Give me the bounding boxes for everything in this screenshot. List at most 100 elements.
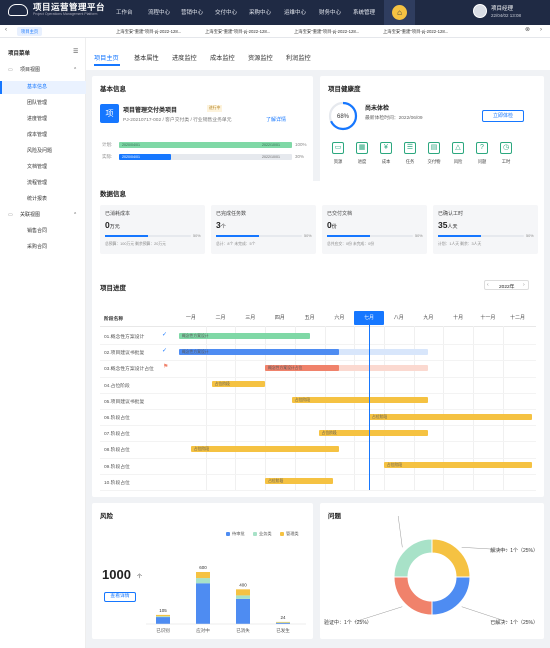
collapse-menu-icon[interactable]: ☰ (73, 49, 79, 55)
close-circle-icon[interactable]: ⊗ (525, 27, 531, 33)
donut-slice[interactable] (431, 576, 471, 616)
page-tab-project[interactable]: 上海宝安"重建"项目-pj-2022-128... (116, 29, 182, 34)
risk-bar-segment[interactable] (276, 621, 290, 623)
month-header[interactable]: 二月 (215, 315, 226, 321)
learn-more-link[interactable]: 了解详情 (266, 117, 287, 123)
month-header[interactable]: 八月 (393, 315, 404, 321)
check-now-button[interactable]: 立即体检 (482, 110, 524, 122)
sidebar-item-cost[interactable]: 成本管理 (0, 129, 86, 142)
cost-icon[interactable]: ¥ (380, 142, 392, 154)
chevron-left-icon[interactable]: ‹ (5, 27, 7, 33)
home-icon[interactable]: ⌂ (392, 5, 407, 20)
risk-bar-segment[interactable] (196, 578, 210, 584)
tab-basic-attributes[interactable]: 基本属性 (134, 55, 159, 62)
nav-item-operations[interactable]: 运维中心 (284, 10, 307, 16)
page-tab-project[interactable]: 上海宝安"重建"项目-pj-2022-128... (383, 29, 449, 34)
nav-item-marketing[interactable]: 营销中心 (181, 10, 204, 16)
sidebar-group-related-view[interactable]: ▭ 关联视图 ⌃ (0, 209, 86, 222)
donut-slice[interactable] (393, 576, 433, 616)
nav-item-system[interactable]: 系统管理 (353, 10, 376, 16)
risk-category-label: 已识别 (156, 627, 170, 634)
gantt-bar[interactable]: 占位阶段 (211, 381, 266, 388)
donut-slice[interactable] (393, 538, 433, 578)
sidebar-item-progress[interactable]: 进度管理 (0, 113, 86, 126)
risk-bar-segment[interactable] (196, 583, 210, 624)
risk-bar-segment[interactable] (236, 589, 250, 596)
data-info-title: 数据信息 (100, 191, 126, 198)
clock-icon[interactable]: ◷ (500, 142, 512, 154)
gantt-bar[interactable]: 概念性方案设计 (178, 348, 340, 355)
gantt-bar[interactable]: 占位阶段 (383, 462, 533, 469)
nav-item-purchase[interactable]: 采购中心 (249, 10, 272, 16)
risk-bar-segment[interactable] (196, 572, 210, 579)
page-tab-home[interactable]: 项目主页 (17, 27, 43, 36)
chevron-right-icon[interactable]: › (540, 27, 542, 33)
user-name[interactable]: 项目经理 (491, 6, 514, 12)
nav-item-process[interactable]: 流程中心 (148, 10, 171, 16)
sidebar-item-purchase-contract[interactable]: 采购合同 (0, 241, 86, 254)
sidebar-item-risk[interactable]: 风险及问题 (0, 145, 86, 158)
donut-slice[interactable] (431, 538, 471, 578)
gantt-bar[interactable]: 占位阶段 (190, 445, 340, 452)
month-header[interactable]: 四月 (274, 315, 285, 321)
sidebar-item-sales-contract[interactable]: 销售合同 (0, 225, 86, 238)
question-icon[interactable]: ? (476, 142, 488, 154)
nav-item-delivery[interactable]: 交付中心 (215, 10, 238, 16)
chevron-left-icon[interactable]: ‹ (487, 282, 489, 288)
gantt-bar[interactable]: 占位阶段 (318, 429, 429, 436)
month-header[interactable]: 十二月 (510, 315, 526, 321)
page-tab-project[interactable]: 上海宝安"重建"项目-pj-2022-128... (294, 29, 360, 34)
document-icon[interactable]: ▤ (428, 142, 440, 154)
risk-bar-segment[interactable] (236, 595, 250, 599)
month-header[interactable]: 一月 (185, 315, 196, 321)
month-header[interactable]: 十一月 (480, 315, 496, 321)
page-tab-project[interactable]: 上海宝安"重建"项目-pj-2022-128... (205, 29, 271, 34)
chevron-right-icon[interactable]: › (523, 282, 525, 288)
view-details-button[interactable]: 查看详情 (104, 592, 136, 602)
avatar[interactable] (473, 4, 487, 18)
calendar-icon[interactable]: ▦ (356, 142, 368, 154)
risk-bar-segment[interactable] (276, 622, 290, 624)
task-icon[interactable]: ☰ (404, 142, 416, 154)
month-header[interactable]: 九月 (423, 315, 434, 321)
tab-home[interactable]: 项目主页 (94, 55, 119, 62)
month-header[interactable]: 六月 (334, 315, 345, 321)
sidebar-item-docs[interactable]: 文档管理 (0, 161, 86, 174)
month-header[interactable]: 三月 (245, 315, 256, 321)
sidebar-item-flow[interactable]: 流程管理 (0, 177, 86, 190)
risk-bar-segment[interactable] (156, 616, 170, 618)
sidebar-title: 项目菜单 (8, 51, 31, 57)
month-header[interactable]: 五月 (304, 315, 315, 321)
sidebar-item-team[interactable]: 团队管理 (0, 97, 86, 110)
gantt-bar[interactable]: 占位阶段 (265, 478, 334, 485)
sidebar-group-project-view[interactable]: ▭ 项目视图 ⌃ (0, 64, 86, 77)
tab-resource-monitor[interactable]: 资源监控 (248, 55, 273, 62)
risk-bar-segment[interactable] (156, 614, 170, 617)
app-logo[interactable]: 项目运营管理平台 Project Operations Management P… (8, 3, 105, 17)
gantt-bar[interactable]: 占位阶段 (291, 397, 429, 404)
tab-progress-monitor[interactable]: 进度监控 (172, 55, 197, 62)
risk-bar-segment[interactable] (236, 598, 250, 624)
gantt-bar[interactable]: 概念性方案设计占位 (265, 364, 340, 371)
gantt-bar[interactable] (265, 364, 429, 371)
metric-title: 已交付文档 (327, 211, 353, 217)
risk-bar-segment[interactable] (156, 617, 170, 624)
month-header[interactable]: 七月 (354, 311, 384, 325)
month-header[interactable]: 十月 (453, 315, 464, 321)
gantt-row-divider (100, 425, 536, 427)
month-gridline (383, 326, 385, 490)
warning-icon[interactable]: △ (452, 142, 464, 154)
sidebar-item-basic-info[interactable]: 基本信息 (0, 81, 86, 94)
tab-profit-monitor[interactable]: 利润监控 (286, 55, 311, 62)
gantt-bar[interactable]: 概念性方案设计 (178, 332, 310, 339)
nav-item-finance[interactable]: 财务中心 (319, 10, 342, 16)
plan-bar-fill (119, 142, 292, 148)
folder-icon[interactable]: ▭ (332, 142, 344, 154)
donut-leader-line (353, 606, 403, 623)
tab-cost-monitor[interactable]: 成本监控 (210, 55, 235, 62)
sidebar-item-reports[interactable]: 统计报表 (0, 193, 86, 206)
nav-item-workbench[interactable]: 工作台 (116, 10, 133, 16)
gantt-bar[interactable]: 占位阶段 (369, 413, 533, 420)
metric-number: 35 (438, 220, 448, 230)
year-selector[interactable]: ‹ 2022年 › (484, 280, 529, 290)
